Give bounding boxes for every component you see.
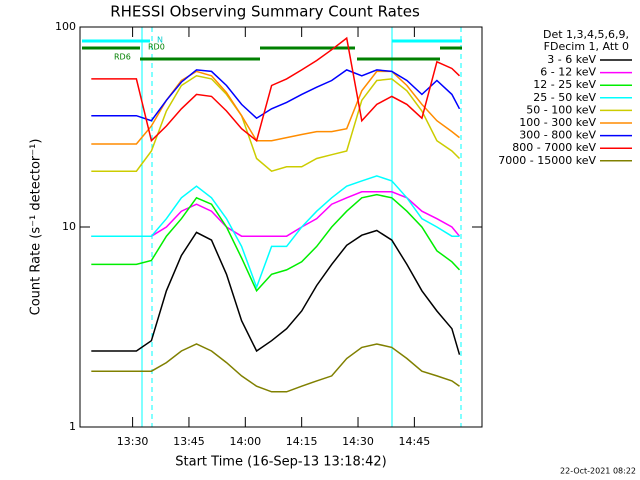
- legend-header: FDecim 1, Att 0: [544, 40, 629, 53]
- series-line: [91, 36, 461, 143]
- footer: 22-Oct-2021 08:22: [560, 467, 636, 476]
- legend-label: 800 - 7000 keV: [512, 141, 596, 154]
- series-line: [91, 69, 461, 122]
- y-axis-label: Count Rate (s⁻¹ detector⁻¹): [29, 139, 44, 316]
- legend-label: 6 - 12 keV: [540, 66, 596, 79]
- series-line: [91, 343, 460, 393]
- annotation: N: [157, 36, 163, 45]
- x-tick-label: 13:45: [173, 435, 205, 448]
- legend-label: 12 - 25 keV: [533, 78, 596, 91]
- y-tick-label: 100: [55, 20, 76, 33]
- x-tick-label: 14:30: [342, 435, 374, 448]
- annotation: RD0: [148, 43, 165, 52]
- annotation: RD6: [114, 53, 131, 62]
- legend-label: 100 - 300 keV: [519, 116, 596, 129]
- series-line: [91, 229, 461, 355]
- chart-title: RHESSI Observing Summary Count Rates: [110, 3, 420, 21]
- x-axis-label: Start Time (16-Sep-13 13:18:42): [175, 455, 386, 470]
- overlays: N RD0 RD6: [82, 27, 462, 427]
- x-tick-label: 14:45: [399, 435, 431, 448]
- series-line: [91, 193, 461, 293]
- y-tick-label: 10: [62, 220, 76, 233]
- x-tick-label: 14:00: [229, 435, 261, 448]
- legend-label: 50 - 100 keV: [526, 103, 596, 116]
- series-line: [91, 191, 461, 237]
- y-tick-label: 1: [69, 420, 76, 433]
- legend-label: 3 - 6 keV: [547, 53, 596, 66]
- series-line: [91, 75, 461, 173]
- legend-label: 7000 - 15000 keV: [498, 154, 596, 167]
- legend-label: 25 - 50 keV: [533, 91, 596, 104]
- x-tick-label: 13:30: [117, 435, 149, 448]
- series-line: [91, 175, 460, 290]
- legend-label: 300 - 800 keV: [519, 129, 596, 142]
- series-line: [91, 70, 460, 145]
- legend-header: Det 1,3,4,5,6,9,: [543, 28, 629, 41]
- x-tick-label: 14:15: [286, 435, 318, 448]
